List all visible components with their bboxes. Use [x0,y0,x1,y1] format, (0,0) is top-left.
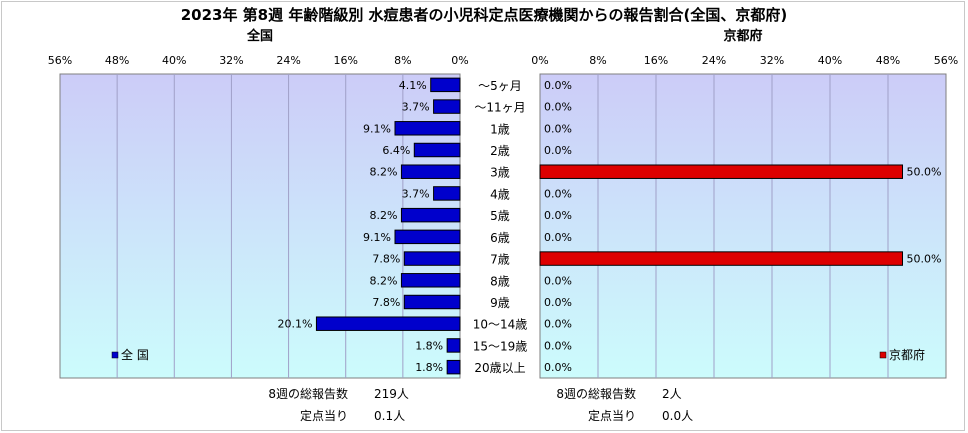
national-tick-label: 0% [451,54,468,67]
national-tick-label: 8% [394,54,411,67]
national-data-label: 7.8% [372,296,400,309]
kyoto-tick-label: 48% [876,54,900,67]
category-label: 8歳 [490,274,510,288]
national-bar [394,121,461,136]
category-label: 2歳 [490,144,510,158]
national-data-label: 6.4% [382,144,410,157]
national-bar [403,251,461,266]
national-footer-value: 0.1人 [374,409,405,423]
national-footer-label: 8週の総報告数 [268,386,348,401]
kyoto-data-label: 50.0% [907,253,942,266]
category-label: ～5ヶ月 [478,79,522,93]
national-data-label: 8.2% [369,274,397,287]
category-label: 3歳 [490,166,510,180]
kyoto-data-label: 0.0% [544,209,572,222]
national-data-label: 1.8% [415,339,443,352]
kyoto-tick-label: 8% [589,54,606,67]
national-bar [315,316,461,331]
kyoto-data-label: 0.0% [544,318,572,331]
kyoto-footer-label: 8週の総報告数 [556,386,636,401]
kyoto-legend-swatch [879,351,887,359]
national-bar [400,207,461,223]
national-data-label: 4.1% [399,79,427,92]
kyoto-tick-label: 32% [760,54,784,67]
kyoto-data-label: 0.0% [544,361,572,374]
national-data-label: 9.1% [363,122,391,135]
national-data-label: 3.7% [402,187,430,200]
chart-title: 2023年 第8週 年齢階級別 水痘患者の小児科定点医療機関からの報告割合(全国… [181,6,788,24]
category-label: 1歳 [490,122,510,136]
kyoto-panel-title: 京都府 [723,28,762,44]
category-label: ～11ヶ月 [474,101,525,115]
national-bar [400,164,461,179]
national-data-label: 7.8% [372,253,400,266]
kyoto-bar [539,164,903,179]
national-tick-label: 48% [105,54,129,67]
kyoto-data-label: 50.0% [907,166,942,179]
national-legend-label: 全 国 [121,347,149,362]
national-bar [403,294,461,310]
kyoto-data-label: 0.0% [544,339,572,352]
national-data-label: 1.8% [415,361,443,374]
national-footer-label: 定点当り [300,408,348,423]
national-bar [433,186,461,201]
national-plot-area [59,73,461,379]
kyoto-bar [539,251,903,266]
category-label: 10～14歳 [473,318,528,332]
kyoto-data-label: 0.0% [544,144,572,157]
kyoto-data-label: 0.0% [544,231,572,244]
national-data-label: 8.2% [369,209,397,222]
kyoto-data-label: 0.0% [544,274,572,287]
national-tick-label: 56% [48,54,72,67]
national-data-label: 8.2% [369,166,397,179]
national-bar [394,229,461,245]
category-label: 15～19歳 [473,339,528,353]
kyoto-data-label: 0.0% [544,122,572,135]
kyoto-footer-value: 2人 [662,387,682,401]
national-footer-value: 219人 [374,387,409,401]
kyoto-tick-label: 0% [531,54,548,67]
kyoto-data-label: 0.0% [544,296,572,309]
national-bar [400,273,461,288]
kyoto-legend-label: 京都府 [889,347,925,362]
kyoto-tick-label: 16% [644,54,668,67]
national-panel-title: 全国 [246,28,273,44]
kyoto-data-label: 0.0% [544,79,572,92]
national-tick-label: 40% [162,54,186,67]
national-legend-swatch [111,351,119,359]
national-tick-label: 16% [333,54,357,67]
national-bar [413,142,461,158]
category-label: 6歳 [490,231,510,245]
national-bar [446,338,461,353]
category-label: 20歳以上 [474,361,525,375]
kyoto-tick-label: 40% [818,54,842,67]
kyoto-tick-label: 24% [702,54,726,67]
national-bar [430,77,461,93]
category-label: 5歳 [490,209,510,223]
category-label: 4歳 [490,187,510,201]
kyoto-footer-label: 定点当り [588,408,636,423]
kyoto-footer-value: 0.0人 [662,409,693,423]
kyoto-data-label: 0.0% [544,101,572,114]
national-data-label: 20.1% [277,318,312,331]
kyoto-tick-label: 56% [934,54,958,67]
national-tick-label: 32% [219,54,243,67]
national-bar [433,99,461,114]
national-bar [446,359,461,375]
kyoto-data-label: 0.0% [544,187,572,200]
category-label: 7歳 [490,253,510,267]
national-data-label: 9.1% [363,231,391,244]
kyoto-plot-area [539,73,947,379]
national-tick-label: 24% [276,54,300,67]
national-data-label: 3.7% [402,101,430,114]
category-label: 9歳 [490,296,510,310]
